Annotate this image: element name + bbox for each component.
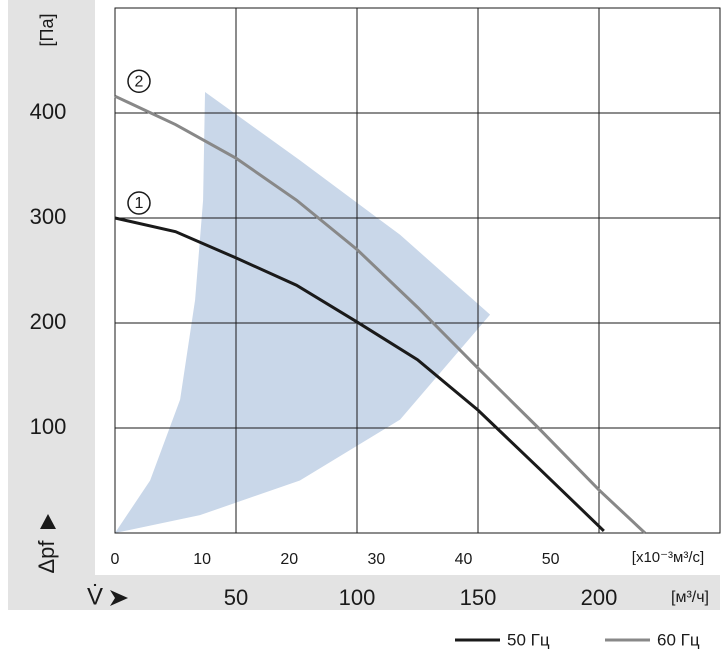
curve-marker <box>127 69 151 93</box>
y-tick-label: 200 <box>30 309 67 334</box>
x-tick-label: 50 <box>224 585 248 610</box>
x-tick-label: 150 <box>460 585 497 610</box>
legend-label: 50 Гц <box>507 630 550 649</box>
y-tick-label: 300 <box>30 204 67 229</box>
x-tick-label: 100 <box>339 585 376 610</box>
curve <box>114 216 605 532</box>
y-axis-band <box>8 0 95 575</box>
x-arrow <box>110 590 128 606</box>
x-unit: [м³/ч] <box>671 589 709 606</box>
plot-frame <box>114 7 721 534</box>
curve-label: 1 <box>135 195 144 212</box>
x2-unit: [x10⁻³м³/с] <box>632 549 704 566</box>
curve <box>114 94 647 535</box>
curve-label: 2 <box>135 73 144 90</box>
y-tick-label: 100 <box>30 414 67 439</box>
y-unit: [Па] <box>37 14 57 47</box>
operating-area <box>115 92 491 533</box>
x-axis-title: V̇ <box>87 583 103 611</box>
x2-tick-label: 40 <box>455 551 473 568</box>
x2-tick-label: 30 <box>367 551 385 568</box>
x2-tick-label: 0 <box>111 551 120 568</box>
y-arrow <box>40 514 56 529</box>
plot-area: 12 <box>114 7 721 535</box>
x2-tick-label: 10 <box>193 551 211 568</box>
x2-tick-label: 20 <box>280 551 298 568</box>
legend-label: 60 Гц <box>657 630 700 649</box>
y-axis-title: Δpf <box>34 540 59 574</box>
x2-tick-label: 50 <box>542 551 560 568</box>
y-tick-label: 400 <box>30 99 67 124</box>
x-axis-band <box>8 575 720 610</box>
x-tick-label: 200 <box>581 585 618 610</box>
curve-marker <box>127 191 151 215</box>
